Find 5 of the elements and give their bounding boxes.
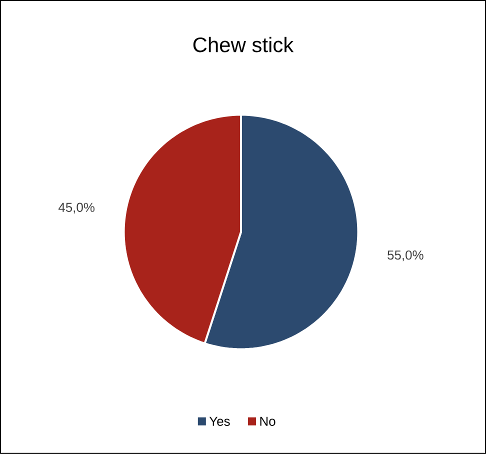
legend-label: Yes: [209, 416, 230, 426]
chart-title: Chew stick: [193, 36, 294, 52]
legend-label: No: [260, 416, 276, 426]
data-label: 55,0%: [388, 250, 424, 262]
data-label: 45,0%: [58, 202, 95, 214]
